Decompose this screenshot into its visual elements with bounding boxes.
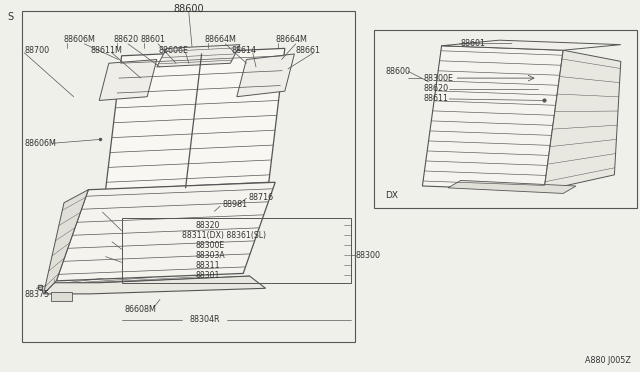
Text: 88320: 88320 <box>195 221 220 230</box>
Text: 88304R: 88304R <box>189 315 220 324</box>
Text: 88611: 88611 <box>424 94 449 103</box>
Polygon shape <box>237 54 294 97</box>
Text: 88606E: 88606E <box>159 46 189 55</box>
Text: 88375: 88375 <box>24 290 49 299</box>
Text: 88311: 88311 <box>195 261 220 270</box>
Text: 88300E: 88300E <box>195 241 225 250</box>
Text: 88301: 88301 <box>195 271 220 280</box>
Polygon shape <box>99 60 157 100</box>
Text: 88606M: 88606M <box>24 139 56 148</box>
Polygon shape <box>448 180 576 193</box>
Text: 88600: 88600 <box>385 67 410 76</box>
Bar <box>122 218 351 283</box>
Text: 88600: 88600 <box>173 4 204 14</box>
Text: 88620: 88620 <box>114 35 139 44</box>
Bar <box>374 30 637 208</box>
Text: 88664M: 88664M <box>205 35 237 44</box>
Text: 88606M: 88606M <box>64 35 96 44</box>
Polygon shape <box>106 48 285 190</box>
Text: 88716: 88716 <box>248 193 273 202</box>
Text: 88981: 88981 <box>223 200 248 209</box>
Polygon shape <box>44 190 88 294</box>
Text: 88601: 88601 <box>461 39 486 48</box>
Polygon shape <box>422 46 563 190</box>
Text: 88664M: 88664M <box>275 35 307 44</box>
Polygon shape <box>157 45 240 67</box>
Text: A880 J005Z: A880 J005Z <box>584 356 630 365</box>
Polygon shape <box>56 182 275 281</box>
Text: 86608M: 86608M <box>125 305 157 314</box>
Text: 88614: 88614 <box>232 46 257 55</box>
Text: 88611M: 88611M <box>91 46 123 55</box>
Bar <box>22 11 355 342</box>
Text: 88311(DX) 88361(SL): 88311(DX) 88361(SL) <box>182 231 266 240</box>
Polygon shape <box>442 40 621 50</box>
Text: 88661: 88661 <box>296 46 321 55</box>
Text: 88601: 88601 <box>141 35 166 44</box>
Text: 88300E: 88300E <box>424 74 454 83</box>
Polygon shape <box>44 276 266 294</box>
Polygon shape <box>544 50 621 190</box>
Text: DX: DX <box>385 191 397 200</box>
Bar <box>51 292 72 301</box>
Text: 88300: 88300 <box>355 251 380 260</box>
Text: 88700: 88700 <box>24 46 49 55</box>
Text: 88303A: 88303A <box>195 251 225 260</box>
Text: 88620: 88620 <box>424 84 449 93</box>
Text: S: S <box>8 12 14 22</box>
